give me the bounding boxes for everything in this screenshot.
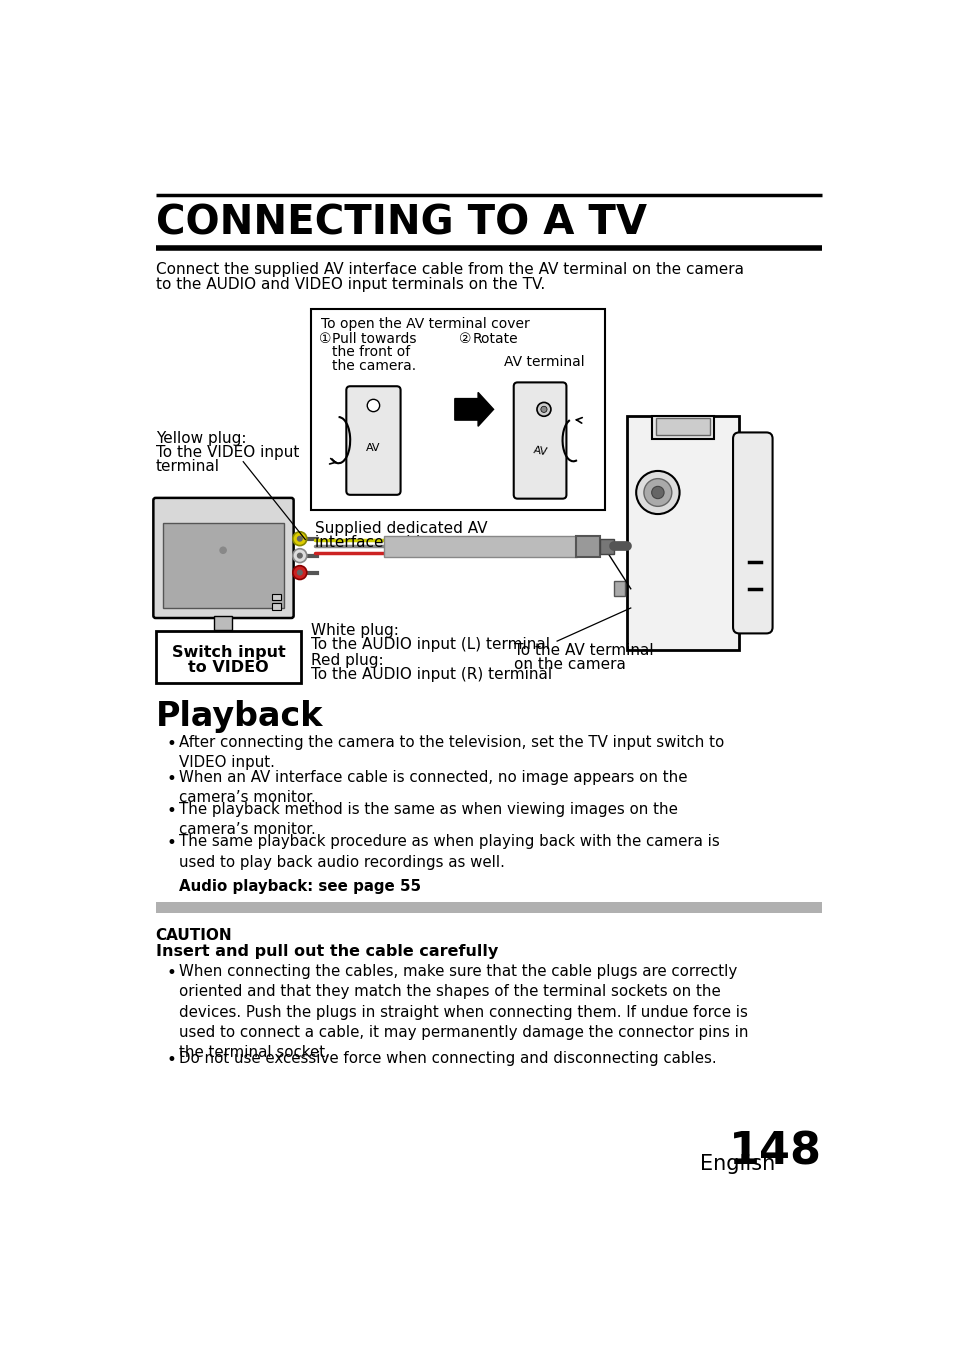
- Text: To the AV terminal: To the AV terminal: [514, 643, 654, 658]
- Bar: [155, 631, 301, 683]
- Circle shape: [297, 537, 302, 541]
- Text: •: •: [167, 736, 176, 753]
- Text: ①: ①: [319, 332, 332, 347]
- Text: English: English: [700, 1154, 775, 1174]
- Text: Pull towards: Pull towards: [332, 332, 416, 347]
- Text: •: •: [167, 834, 176, 853]
- Text: When an AV interface cable is connected, no image appears on the
camera’s monito: When an AV interface cable is connected,…: [179, 769, 687, 806]
- Bar: [384, 535, 576, 557]
- Text: •: •: [167, 964, 176, 982]
- Text: After connecting the camera to the television, set the TV input switch to
VIDEO : After connecting the camera to the telev…: [179, 736, 723, 771]
- Text: CONNECTING TO A TV: CONNECTING TO A TV: [155, 203, 646, 243]
- Text: •: •: [167, 769, 176, 788]
- Bar: [155, 902, 821, 913]
- Text: Playback: Playback: [155, 701, 323, 733]
- Bar: [195, 633, 250, 643]
- Bar: [311, 309, 604, 510]
- Circle shape: [220, 547, 226, 553]
- Circle shape: [643, 479, 671, 506]
- Text: 148: 148: [728, 1131, 821, 1174]
- Bar: [163, 523, 283, 608]
- Circle shape: [293, 531, 307, 546]
- Text: Switch input: Switch input: [172, 646, 285, 660]
- Bar: [213, 616, 233, 629]
- Text: AV: AV: [366, 443, 380, 453]
- Circle shape: [636, 471, 679, 514]
- Text: the camera.: the camera.: [332, 359, 416, 373]
- Text: To the VIDEO input: To the VIDEO input: [155, 445, 298, 460]
- Text: to VIDEO: to VIDEO: [188, 660, 269, 675]
- Circle shape: [297, 553, 302, 558]
- Text: The playback method is the same as when viewing images on the
camera’s monitor.: The playback method is the same as when …: [179, 802, 677, 838]
- Text: Rotate: Rotate: [472, 332, 517, 347]
- Text: the front of: the front of: [332, 346, 410, 359]
- Circle shape: [651, 487, 663, 499]
- Circle shape: [367, 399, 379, 412]
- Text: •: •: [167, 802, 176, 820]
- Text: •: •: [167, 1050, 176, 1069]
- Text: White plug:: White plug:: [311, 623, 399, 639]
- Circle shape: [297, 570, 302, 574]
- Bar: [272, 604, 281, 609]
- Bar: [626, 416, 739, 651]
- Text: to the AUDIO and VIDEO input terminals on the TV.: to the AUDIO and VIDEO input terminals o…: [155, 277, 544, 292]
- Text: Insert and pull out the cable carefully: Insert and pull out the cable carefully: [155, 944, 497, 959]
- Bar: [272, 594, 281, 600]
- Bar: [613, 581, 624, 596]
- Text: AV terminal: AV terminal: [503, 355, 583, 370]
- Text: Red plug:: Red plug:: [311, 652, 384, 667]
- Text: To the AUDIO input (L) terminal: To the AUDIO input (L) terminal: [311, 638, 550, 652]
- Circle shape: [537, 402, 550, 416]
- Circle shape: [540, 406, 546, 413]
- FancyBboxPatch shape: [346, 386, 400, 495]
- Text: The same playback procedure as when playing back with the camera is
used to play: The same playback procedure as when play…: [179, 834, 719, 870]
- Text: Do not use excessive force when connecting and disconnecting cables.: Do not use excessive force when connecti…: [179, 1050, 716, 1065]
- Text: interface cable: interface cable: [315, 535, 430, 550]
- Bar: [651, 416, 713, 438]
- Bar: [576, 535, 599, 557]
- Text: on the camera: on the camera: [514, 656, 626, 671]
- Text: ②: ②: [458, 332, 471, 347]
- Circle shape: [293, 566, 307, 580]
- Text: To open the AV terminal cover: To open the AV terminal cover: [320, 317, 529, 331]
- Bar: [655, 418, 709, 434]
- Text: Audio playback: see page 55: Audio playback: see page 55: [179, 880, 420, 894]
- Text: Connect the supplied AV interface cable from the AV terminal on the camera: Connect the supplied AV interface cable …: [155, 261, 743, 277]
- Text: AV: AV: [532, 445, 548, 457]
- FancyBboxPatch shape: [153, 498, 294, 617]
- Text: To the AUDIO input (R) terminal: To the AUDIO input (R) terminal: [311, 667, 552, 682]
- Bar: [599, 539, 613, 554]
- Text: When connecting the cables, make sure that the cable plugs are correctly
oriente: When connecting the cables, make sure th…: [179, 964, 748, 1060]
- Text: Supplied dedicated AV: Supplied dedicated AV: [315, 521, 487, 537]
- FancyBboxPatch shape: [513, 382, 566, 499]
- Text: terminal: terminal: [155, 459, 219, 473]
- FancyBboxPatch shape: [732, 433, 772, 633]
- Polygon shape: [455, 393, 493, 426]
- Text: CAUTION: CAUTION: [155, 928, 233, 943]
- Text: Yellow plug:: Yellow plug:: [155, 430, 246, 447]
- Circle shape: [293, 549, 307, 562]
